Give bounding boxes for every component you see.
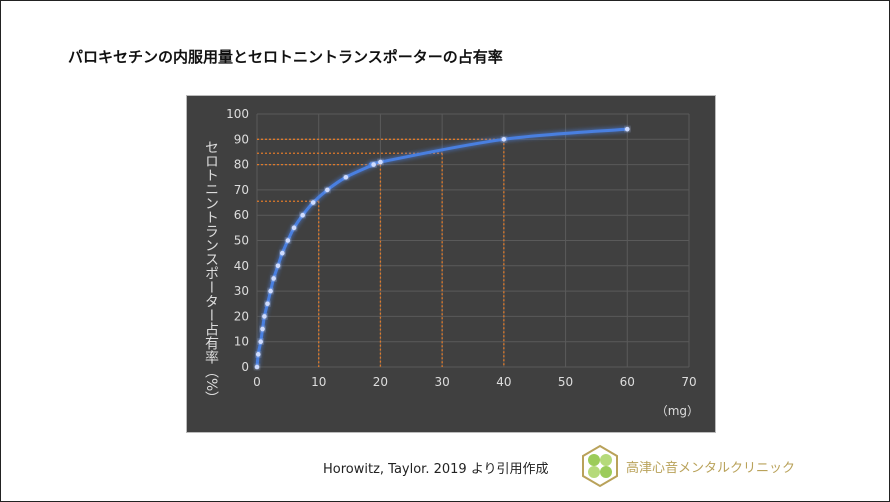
y-tick-label: 90 (234, 132, 249, 146)
chart-svg: 0 10 20 30 40 50 60 70 80 90 100 0 10 20 30 40 50 60 70 （mg… (226, 107, 699, 418)
data-point (343, 174, 349, 180)
y-tick-label: 50 (234, 234, 249, 248)
x-tick-label: 50 (558, 375, 573, 389)
data-point (268, 288, 273, 294)
y-tick-label: 30 (234, 284, 249, 298)
page-title: パロキセチンの内服用量とセロトニントランスポーターの占有率 (68, 48, 503, 66)
x-tick-label: 40 (496, 375, 511, 389)
data-point (260, 326, 265, 332)
y-tick-label: 0 (241, 360, 249, 374)
x-tick-label: 70 (681, 375, 696, 389)
data-point (262, 314, 267, 319)
data-point (271, 276, 276, 281)
clinic-name: 高津心音メンタルクリニック (626, 461, 796, 476)
data-point (265, 301, 270, 307)
x-tick-label: 10 (311, 375, 326, 389)
y-tick-label: 20 (234, 309, 249, 323)
data-point (258, 339, 264, 344)
y-tick-label: 100 (226, 107, 249, 121)
data-point (285, 238, 291, 243)
data-point (291, 225, 297, 231)
x-axis-label: （mg） (656, 404, 699, 418)
data-point (378, 159, 383, 165)
data-point (501, 137, 507, 142)
data-point (254, 364, 260, 370)
data-point (255, 352, 261, 357)
data-point (325, 187, 330, 193)
x-tick-label: 60 (620, 375, 635, 389)
y-tick-label: 70 (234, 183, 249, 197)
chart-area: 0 10 20 30 40 50 60 70 80 90 100 0 10 20 30 40 50 60 70 （mg… (186, 95, 716, 433)
data-point (275, 263, 281, 269)
data-point (371, 162, 376, 167)
data-point (624, 126, 630, 132)
data-point (300, 212, 305, 218)
y-axis-label: セロトニントランスポーター占有率（%） (203, 140, 219, 406)
data-point (310, 200, 316, 205)
data-point (280, 250, 285, 256)
x-tick-label: 0 (253, 375, 261, 389)
y-tick-label: 40 (234, 259, 249, 273)
y-tick-label: 60 (234, 208, 249, 222)
x-tick-label: 30 (435, 375, 450, 389)
y-tick-label: 10 (234, 335, 249, 349)
x-tick-label: 20 (373, 375, 388, 389)
citation: Horowitz, Taylor. 2019 より引用作成 (323, 462, 549, 477)
y-tick-label: 80 (234, 158, 249, 172)
